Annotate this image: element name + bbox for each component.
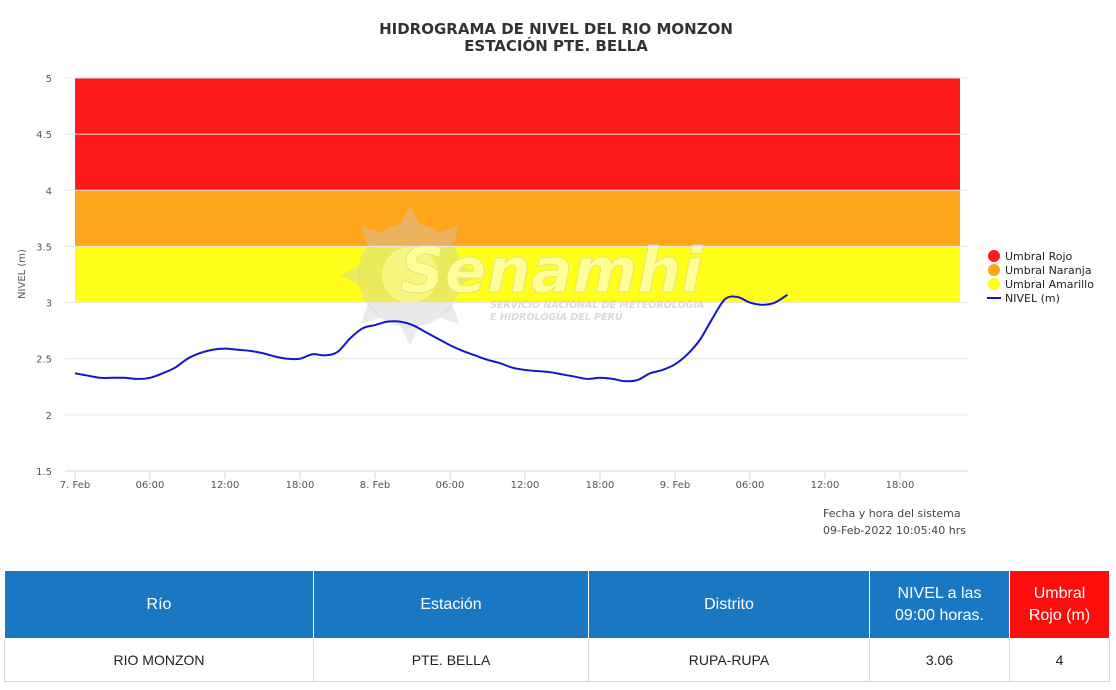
y-tick-label: 4: [46, 186, 52, 197]
y-tick-label: 5: [46, 74, 52, 85]
grid-lines: [65, 77, 968, 416]
watermark-line-2: E HIDROLOGÍA DEL PERÚ: [490, 311, 623, 323]
station-info-table: Río Estación Distrito NIVEL a las 09:00 …: [4, 570, 1110, 682]
hydrograph-chart: HIDROGRAMA DE NIVEL DEL RIO MONZON ESTAC…: [17, 20, 1094, 537]
cell-estacion: PTE. BELLA: [313, 638, 589, 682]
y-tick-label: 3.5: [36, 242, 52, 253]
x-tick-label: 18:00: [886, 480, 915, 491]
header-rio: Río: [4, 570, 314, 639]
y-axis-title: NIVEL (m): [17, 249, 28, 299]
x-tick-label: 06:00: [736, 480, 765, 491]
system-time-value: 09-Feb-2022 10:05:40 hrs: [823, 524, 966, 537]
x-tick-label: 06:00: [436, 480, 465, 491]
x-tick-label: 12:00: [811, 480, 840, 491]
x-tick-label: 06:00: [136, 480, 165, 491]
x-tick-label: 12:00: [211, 480, 240, 491]
header-distrito: Distrito: [588, 570, 870, 639]
watermark-line-1: SERVICIO NACIONAL DE METEOROLOGIA: [490, 300, 704, 311]
y-tick-label: 3: [46, 299, 52, 310]
legend-marker: [988, 278, 1000, 290]
band-umbral-naranja: [75, 190, 960, 247]
legend-marker: [988, 264, 1000, 276]
series-line-nivel: [74, 293, 789, 383]
chart-title-line-2: ESTACIÓN PTE. BELLA: [464, 36, 648, 55]
y-tick-label: 2: [46, 411, 52, 422]
header-nivel: NIVEL a las 09:00 horas.: [869, 570, 1010, 639]
legend-label: Umbral Rojo: [1005, 250, 1073, 263]
y-tick-label: 2.5: [36, 355, 52, 366]
x-tick-label: 8. Feb: [360, 480, 390, 491]
header-estacion: Estación: [313, 570, 589, 639]
x-tick-label: 7. Feb: [60, 480, 90, 491]
y-tick-label: 4.5: [36, 130, 52, 141]
x-tick-label: 18:00: [586, 480, 615, 491]
table-header-row: Río Estación Distrito NIVEL a las 09:00 …: [4, 570, 1110, 639]
table-row: RIO MONZON PTE. BELLA RUPA-RUPA 3.06 4: [4, 638, 1110, 682]
system-time-label: Fecha y hora del sistema: [823, 507, 961, 520]
chart-title-line-1: HIDROGRAMA DE NIVEL DEL RIO MONZON: [379, 20, 733, 38]
x-tick-label: 12:00: [511, 480, 540, 491]
header-umbral-rojo: Umbral Rojo (m): [1009, 570, 1110, 639]
legend-marker: [988, 250, 1000, 262]
cell-distrito: RUPA-RUPA: [588, 638, 870, 682]
senamhi-sun-logo: [340, 205, 480, 345]
y-tick-label: 1.5: [36, 467, 52, 478]
cell-nivel: 3.06: [869, 638, 1010, 682]
series-layer: [74, 293, 789, 383]
watermark-brand: Senamhi: [400, 234, 703, 307]
x-tick-label: 18:00: [286, 480, 315, 491]
legend-label: NIVEL (m): [1005, 292, 1060, 305]
y-axis: 1.5 2 2.5 3 3.5 4 4.5 5: [36, 74, 52, 478]
x-axis: 7. Feb 06:00 12:00 18:00 8. Feb 06:00 12:00 18:…: [60, 470, 968, 491]
cell-umbral-rojo: 4: [1009, 638, 1110, 682]
band-umbral-amarillo: [75, 246, 960, 303]
legend-label: Umbral Amarillo: [1005, 278, 1094, 291]
legend-label: Umbral Naranja: [1005, 264, 1092, 277]
cell-rio: RIO MONZON: [4, 638, 314, 682]
x-tick-label: 9. Feb: [660, 480, 690, 491]
